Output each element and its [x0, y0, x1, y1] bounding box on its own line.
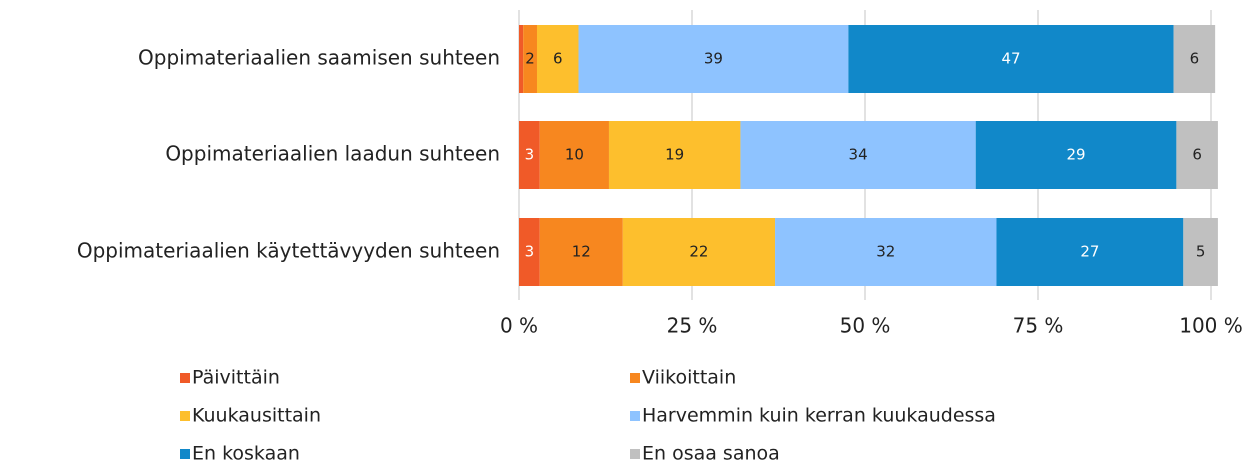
legend-swatch [180, 449, 190, 459]
value-label: 29 [1067, 146, 1086, 164]
value-label: 5 [1196, 243, 1206, 261]
bar-segment [539, 218, 623, 286]
bar-segment [519, 121, 540, 189]
value-label: 10 [565, 146, 584, 164]
legend-swatch [630, 373, 640, 383]
value-label: 19 [665, 146, 684, 164]
category-label: Oppimateriaalien saamisen suhteen [138, 46, 500, 70]
legend-swatch [630, 411, 640, 421]
value-label: 3 [525, 243, 535, 261]
legend-swatch [630, 449, 640, 459]
x-tick-label: 25 % [667, 314, 718, 338]
bar-segment [519, 25, 524, 93]
value-label: 27 [1080, 243, 1099, 261]
value-label: 47 [1001, 50, 1020, 68]
value-label: 22 [689, 243, 708, 261]
bar-segment [996, 218, 1184, 286]
bar-segment [539, 121, 609, 189]
bar-segment [848, 25, 1174, 93]
category-label: Oppimateriaalien käytettävyyden suhteen [77, 239, 500, 263]
x-tick-label: 100 % [1179, 314, 1243, 338]
bar-segment [578, 25, 849, 93]
legend-swatch [180, 411, 190, 421]
value-label: 6 [1192, 146, 1202, 164]
value-label: 32 [876, 243, 895, 261]
legend-label: Päivittäin [192, 367, 280, 389]
value-label: 6 [553, 50, 563, 68]
bar-segment [740, 121, 976, 189]
legend-label: En osaa sanoa [642, 443, 780, 465]
bar-segment [1176, 121, 1218, 189]
bar-segment [523, 25, 537, 93]
value-label: 34 [849, 146, 868, 164]
legend-label: Viikoittain [642, 367, 736, 389]
bar-segment [1173, 25, 1216, 93]
x-tick-label: 0 % [500, 314, 538, 338]
value-label: 2 [525, 50, 535, 68]
value-label: 6 [1190, 50, 1200, 68]
bar-segment [775, 218, 997, 286]
bar-segment [608, 121, 741, 189]
value-label: 3 [525, 146, 535, 164]
bar-segment [975, 121, 1177, 189]
bar-segment [1183, 218, 1218, 286]
category-label: Oppimateriaalien laadun suhteen [165, 142, 500, 166]
x-tick-label: 75 % [1013, 314, 1064, 338]
legend-label: Harvemmin kuin kerran kuukaudessa [642, 405, 996, 427]
x-tick-label: 50 % [840, 314, 891, 338]
bar-segment [536, 25, 579, 93]
legend-swatch [180, 373, 190, 383]
value-label: 12 [572, 243, 591, 261]
legend-label: Kuukausittain [192, 405, 321, 427]
legend-label: En koskaan [192, 443, 300, 465]
bar-segment [519, 218, 540, 286]
value-label: 39 [704, 50, 723, 68]
bar-segment [622, 218, 776, 286]
